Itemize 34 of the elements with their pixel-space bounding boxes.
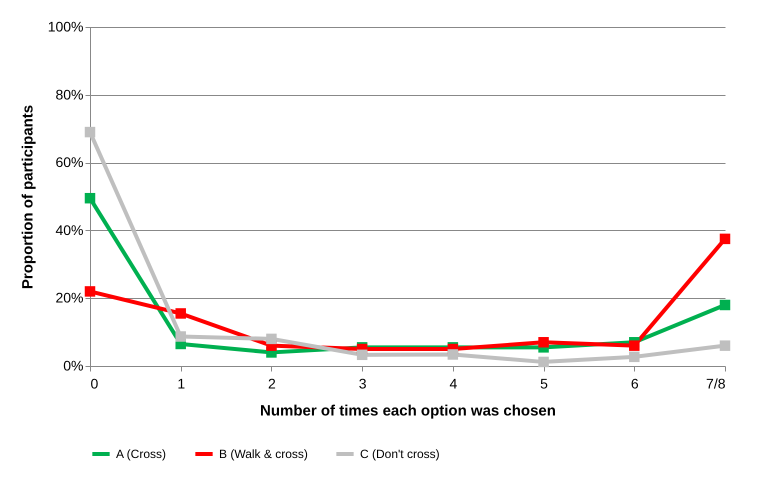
point <box>448 349 458 360</box>
y-tick-label: 60% <box>55 154 84 170</box>
point <box>84 286 96 297</box>
point <box>538 337 549 348</box>
y-axis-title: Proportion of participants <box>20 104 37 290</box>
point <box>538 356 549 368</box>
x-tick-label: 1 <box>177 376 186 392</box>
legend-label: C (Don't cross) <box>360 447 440 461</box>
y-tick-label: 40% <box>55 222 84 238</box>
legend-label: A (Cross) <box>116 447 166 461</box>
x-tick-label: 5 <box>540 376 548 392</box>
point <box>175 331 186 342</box>
point <box>629 352 640 362</box>
point <box>266 334 277 344</box>
point <box>720 300 730 310</box>
x-tick-label: 7/8 <box>706 376 726 392</box>
y-tick-label: 100% <box>48 18 84 34</box>
point <box>356 350 368 360</box>
x-tick-label: 2 <box>268 376 276 392</box>
point <box>84 192 96 204</box>
x-tick-label: 6 <box>630 376 639 392</box>
point <box>720 234 730 244</box>
point <box>720 340 730 351</box>
point <box>175 308 186 319</box>
x-axis-title: Number of times each option was chosen <box>260 402 556 420</box>
legend-label: B (Walk & cross) <box>219 447 308 461</box>
point <box>629 340 640 351</box>
y-tick-label: 20% <box>55 290 84 306</box>
y-tick-label: 80% <box>55 86 84 102</box>
x-tick-label: 3 <box>358 376 367 392</box>
x-tick-label: 4 <box>449 376 458 392</box>
x-tick-label: 0 <box>90 376 98 392</box>
point <box>84 126 96 138</box>
y-tick-label: 0% <box>63 358 84 374</box>
